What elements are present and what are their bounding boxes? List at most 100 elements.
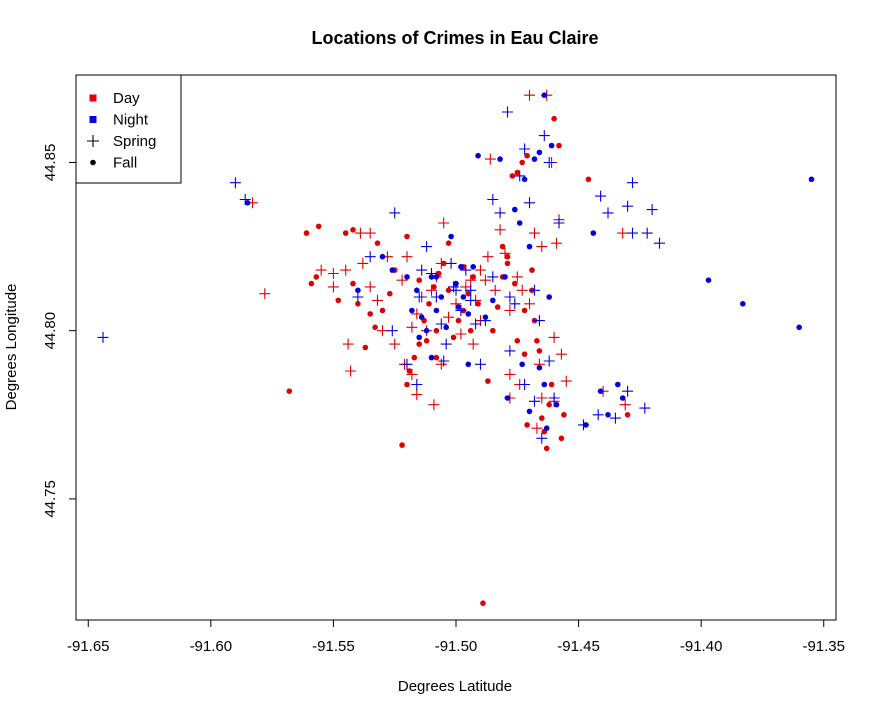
day-spring-point — [372, 294, 383, 306]
day-spring-point — [315, 264, 327, 276]
day-fall-point — [524, 152, 530, 159]
night-spring-point — [595, 190, 607, 202]
night-fall-point — [504, 395, 511, 401]
night-fall-point — [808, 176, 815, 183]
night-spring-point — [97, 331, 109, 343]
night-spring-point — [401, 358, 413, 370]
night-spring-point — [533, 315, 545, 327]
day-fall-point — [504, 253, 511, 260]
night-spring-point — [502, 106, 513, 118]
night-spring-point — [364, 251, 376, 263]
legend-label-spring: Spring — [113, 133, 156, 150]
night-fall-point — [465, 311, 472, 317]
day-fall-point — [411, 354, 418, 361]
night-spring-point — [411, 379, 423, 390]
night-fall-point — [433, 307, 440, 314]
x-tick-label: -91.50 — [435, 638, 478, 655]
day-fall-point — [519, 159, 525, 166]
day-fall-point — [303, 230, 310, 236]
night-spring-point — [543, 355, 555, 367]
chart-title: Locations of Crimes in Eau Claire — [311, 28, 598, 48]
night-fall-point — [428, 354, 435, 361]
day-spring-point — [340, 264, 352, 276]
x-tick-label: -91.55 — [312, 638, 355, 655]
day-spring-point — [560, 375, 572, 387]
day-spring-point — [475, 264, 486, 276]
day-fall-point — [514, 338, 521, 344]
legend-label-day: Day — [113, 90, 140, 107]
day-spring-point — [617, 227, 629, 239]
day-fall-point — [404, 381, 410, 388]
night-spring-point — [622, 385, 634, 397]
day-spring-point — [438, 217, 450, 229]
x-tick-label: -91.35 — [802, 638, 845, 655]
night-spring-point — [646, 204, 658, 216]
day-fall-point — [286, 388, 293, 395]
night-spring-point — [229, 177, 241, 189]
day-fall-point — [536, 348, 543, 354]
night-spring-point — [627, 177, 638, 189]
night-spring-point — [455, 305, 467, 316]
day-spring-point — [364, 281, 376, 293]
night-spring-point — [465, 294, 477, 306]
day-fall-point — [406, 368, 413, 374]
x-tick-label: -91.40 — [680, 638, 723, 655]
night-spring-point — [536, 432, 548, 444]
day-fall-point — [445, 287, 452, 294]
night-fall-point — [521, 176, 528, 183]
day-fall-point — [350, 227, 356, 233]
night-fall-point — [404, 274, 410, 280]
day-spring-point — [406, 321, 418, 333]
day-spring-point — [426, 284, 437, 296]
x-axis-label: Degrees Latitude — [398, 678, 512, 695]
night-fall-point — [455, 304, 462, 310]
day-spring-point — [536, 241, 548, 253]
legend-marker-night — [89, 116, 97, 123]
day-fall-point — [480, 600, 486, 606]
night-fall-point — [705, 277, 712, 284]
night-fall-point — [536, 364, 543, 371]
day-spring-point — [499, 247, 511, 259]
night-fall-point — [460, 294, 467, 300]
night-fall-point — [740, 301, 746, 307]
day-fall-point — [490, 327, 496, 334]
legend-entries: Day Night Spring Fall — [87, 90, 156, 172]
night-fall-point — [536, 149, 543, 156]
day-fall-point — [543, 445, 550, 452]
day-spring-point — [479, 274, 491, 286]
day-fall-point — [445, 240, 452, 246]
day-spring-point — [411, 308, 423, 320]
night-fall-point — [423, 327, 430, 334]
day-fall-point — [342, 230, 349, 236]
night-spring-point — [475, 358, 486, 370]
night-fall-point — [490, 297, 496, 304]
night-fall-point — [497, 156, 503, 162]
night-spring-point — [514, 170, 526, 182]
night-spring-point — [386, 325, 398, 337]
night-spring-point — [352, 291, 364, 303]
day-spring-point — [435, 257, 447, 269]
day-fall-point — [546, 401, 552, 408]
day-fall-point — [558, 435, 565, 442]
day-fall-point — [433, 354, 440, 361]
day-spring-point — [524, 298, 535, 310]
legend-marker-day — [89, 94, 97, 102]
day-fall-point — [465, 290, 472, 297]
day-spring-point — [524, 89, 535, 101]
night-spring-point — [487, 194, 499, 205]
day-fall-point — [399, 442, 405, 448]
night-fall-point — [526, 243, 533, 250]
night-spring-point — [426, 268, 437, 279]
x-tick-label: -91.60 — [190, 638, 233, 655]
x-tick-label: -91.45 — [557, 638, 600, 655]
day-fall-point — [426, 301, 432, 307]
night-fall-point — [448, 233, 454, 240]
day-spring-point — [465, 274, 477, 286]
legend-marker-fall — [90, 159, 96, 166]
day-fall-point — [585, 176, 592, 183]
night-fall-point — [355, 287, 361, 294]
day-fall-point — [561, 412, 567, 418]
night-fall-point — [519, 361, 525, 368]
day-spring-point — [482, 251, 494, 263]
night-fall-point — [414, 287, 420, 294]
